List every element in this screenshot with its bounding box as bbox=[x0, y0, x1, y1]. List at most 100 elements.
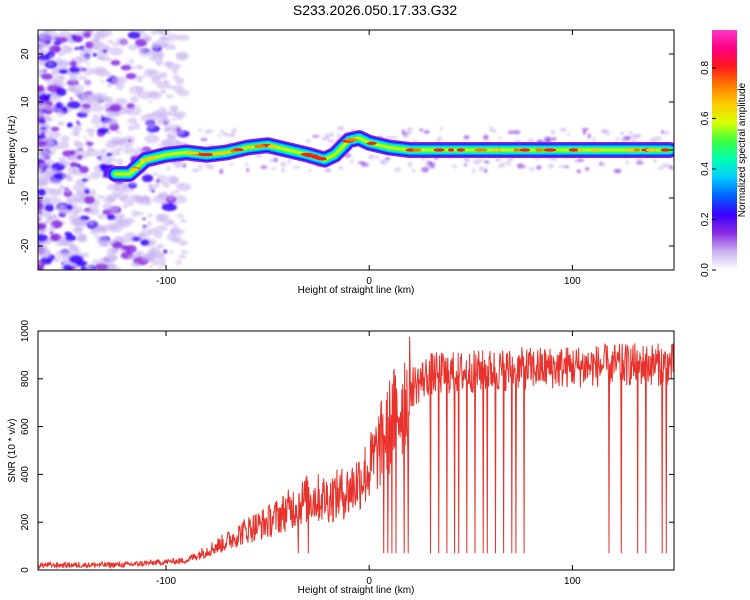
noise-blob bbox=[110, 59, 121, 66]
noise-blob bbox=[140, 30, 146, 36]
noise-blob bbox=[38, 222, 47, 231]
noise-blob bbox=[142, 225, 148, 228]
noise-blob bbox=[176, 182, 191, 192]
noise-blob bbox=[663, 130, 671, 135]
noise-blob bbox=[601, 162, 606, 167]
noise-blob bbox=[391, 136, 398, 139]
noise-blob bbox=[52, 214, 58, 218]
noise-blob bbox=[156, 174, 167, 182]
noise-blob bbox=[38, 113, 44, 118]
noise-blob bbox=[38, 85, 44, 89]
noise-blob bbox=[49, 167, 53, 170]
noise-blob bbox=[244, 163, 249, 166]
noise-blob bbox=[558, 164, 567, 168]
noise-blob bbox=[62, 264, 72, 270]
noise-blob bbox=[38, 216, 41, 221]
x-axis-label: Height of straight line (km) bbox=[298, 585, 415, 596]
noise-blob bbox=[112, 76, 120, 82]
noise-blob bbox=[146, 221, 153, 227]
noise-blob bbox=[60, 30, 71, 37]
noise-blob bbox=[165, 61, 173, 66]
noise-blob bbox=[217, 134, 222, 138]
noise-blob bbox=[142, 73, 147, 78]
noise-blob bbox=[84, 195, 95, 205]
noise-blob bbox=[483, 168, 488, 173]
noise-blob bbox=[103, 103, 111, 108]
noise-blob bbox=[170, 135, 176, 140]
noise-blob bbox=[176, 213, 185, 218]
noise-blob bbox=[419, 128, 424, 132]
noise-blob bbox=[101, 41, 105, 44]
y-tick-label: 0 bbox=[20, 147, 31, 153]
noise-blob bbox=[135, 75, 143, 83]
noise-blob bbox=[500, 162, 508, 165]
noise-blob bbox=[206, 164, 214, 170]
noise-blob bbox=[76, 120, 80, 124]
noise-blob bbox=[198, 164, 203, 170]
noise-blob bbox=[50, 126, 60, 132]
noise-blob bbox=[38, 146, 47, 152]
noise-blob bbox=[78, 75, 88, 81]
noise-blob bbox=[368, 154, 376, 160]
noise-blob bbox=[67, 107, 74, 112]
noise-blob bbox=[112, 247, 119, 254]
noise-blob bbox=[222, 132, 229, 136]
noise-blob bbox=[112, 42, 120, 47]
noise-blob bbox=[423, 130, 430, 134]
colorbar-tick-label: 0.6 bbox=[700, 111, 711, 125]
noise-blob bbox=[174, 161, 183, 169]
noise-blob bbox=[68, 66, 81, 74]
noise-blob bbox=[125, 73, 137, 80]
noise-blob bbox=[53, 48, 59, 52]
noise-blob bbox=[516, 163, 525, 169]
ridge-peak bbox=[568, 148, 579, 152]
noise-blob bbox=[231, 128, 237, 134]
noise-blob bbox=[582, 129, 587, 135]
noise-blob bbox=[161, 203, 178, 212]
noise-blob bbox=[157, 256, 167, 264]
noise-blob bbox=[403, 134, 409, 139]
noise-blob bbox=[76, 163, 82, 169]
noise-blob bbox=[95, 125, 101, 129]
noise-blob bbox=[71, 34, 77, 39]
noise-blob bbox=[68, 244, 74, 248]
noise-blob bbox=[62, 172, 72, 179]
noise-blob bbox=[148, 56, 158, 62]
noise-blob bbox=[79, 96, 89, 102]
noise-blob bbox=[625, 159, 629, 165]
noise-blob bbox=[95, 30, 113, 38]
noise-blob bbox=[653, 136, 662, 141]
figure-title: S233.2026.050.17.33.G32 bbox=[292, 2, 458, 18]
snr-series-line bbox=[38, 336, 674, 570]
ridge-peak bbox=[147, 156, 159, 160]
y-axis-label: SNR (10 * v/v) bbox=[7, 419, 18, 483]
y-axis-label: Frequency (Hz) bbox=[7, 116, 18, 185]
noise-blob bbox=[43, 44, 51, 49]
ridge-peak bbox=[316, 157, 327, 161]
noise-blob bbox=[148, 100, 152, 104]
noise-blob bbox=[61, 261, 65, 265]
noise-blob bbox=[111, 111, 120, 117]
noise-blob bbox=[46, 101, 53, 106]
snr-plot bbox=[38, 336, 674, 570]
noise-blob bbox=[38, 234, 49, 242]
noise-blob bbox=[614, 137, 620, 141]
noise-blob bbox=[506, 157, 514, 162]
noise-blob bbox=[170, 47, 176, 51]
noise-blob bbox=[105, 140, 117, 149]
noise-blob bbox=[141, 253, 155, 262]
noise-blob bbox=[156, 193, 168, 200]
noise-blob bbox=[172, 223, 178, 228]
noise-blob bbox=[156, 144, 160, 147]
noise-blob bbox=[38, 188, 46, 197]
noise-blob bbox=[93, 234, 100, 238]
noise-blob bbox=[156, 81, 171, 89]
noise-blob bbox=[56, 132, 62, 136]
noise-blob bbox=[59, 235, 66, 239]
noise-blob bbox=[165, 94, 174, 99]
noise-blob bbox=[55, 87, 67, 97]
spectrogram-plot bbox=[38, 30, 674, 270]
noise-blob bbox=[47, 93, 52, 97]
